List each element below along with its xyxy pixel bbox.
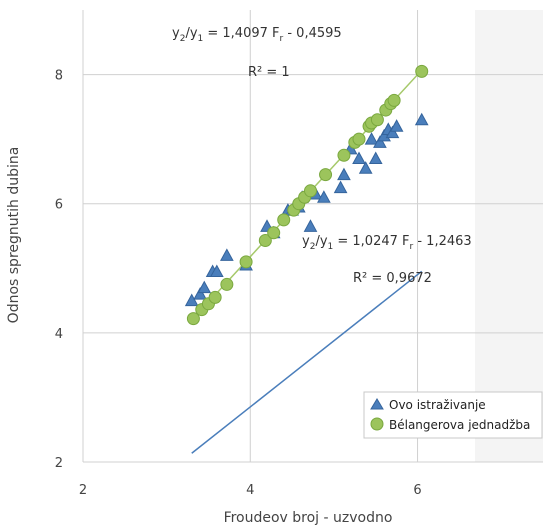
legend: Ovo istraživanje Bélangerova jednadžba bbox=[363, 391, 543, 439]
point-series-1-2 bbox=[197, 280, 212, 294]
r-squared-top: R² = 1 bbox=[248, 65, 290, 80]
point-series-1-26 bbox=[385, 125, 400, 139]
point-series-2-6 bbox=[258, 234, 272, 248]
equation-top: y2/y1 = 1,4097 Fr - 0,4595 bbox=[172, 26, 342, 44]
r-squared-bottom: R² = 0,9672 bbox=[353, 271, 432, 286]
point-series-1-20 bbox=[358, 161, 373, 174]
legend-label-series-1: Ovo istraživanje bbox=[389, 398, 486, 412]
point-series-1-22 bbox=[368, 151, 383, 165]
grid-lines bbox=[82, 10, 543, 463]
point-series-1-27 bbox=[389, 119, 404, 132]
legend-box bbox=[363, 391, 543, 439]
legend-circle-icon bbox=[370, 417, 384, 431]
point-series-2-19 bbox=[370, 113, 384, 127]
point-series-1-19 bbox=[352, 151, 366, 165]
point-series-2-13 bbox=[319, 168, 333, 182]
point-series-2-0 bbox=[186, 312, 200, 326]
point-series-1-5 bbox=[220, 248, 234, 261]
point-series-1-4 bbox=[209, 264, 224, 278]
legend-triangle-icon bbox=[370, 398, 384, 410]
equation-bottom: y2/y1 = 1,0247 Fr - 1,2463 bbox=[302, 234, 472, 252]
x-axis-title: Froudeov broj - uzvodno bbox=[224, 510, 393, 526]
point-series-1-1 bbox=[193, 287, 207, 300]
x-tick-label-1: 4 bbox=[246, 483, 254, 498]
point-series-2-14 bbox=[337, 148, 351, 162]
point-series-1-16 bbox=[333, 180, 348, 194]
y-tick-label-2: 6 bbox=[55, 198, 63, 213]
point-series-1-0 bbox=[184, 293, 199, 307]
point-series-2-22 bbox=[387, 93, 401, 107]
y-axis-title: Odnos spregnutih dubina bbox=[6, 147, 22, 324]
point-series-1-13 bbox=[303, 219, 318, 232]
y-tick-label-0: 2 bbox=[55, 456, 63, 471]
point-series-1-23 bbox=[373, 135, 387, 148]
trendline-series-1 bbox=[191, 270, 423, 454]
point-series-1-21 bbox=[364, 132, 379, 145]
point-series-2-7 bbox=[267, 226, 281, 240]
legend-label-series-2: Bélangerova jednadžba bbox=[389, 418, 530, 432]
tick-labels: 2 4 6 2 4 6 8 bbox=[55, 69, 422, 498]
x-tick-label-2: 6 bbox=[413, 483, 421, 498]
point-series-1-15 bbox=[317, 190, 331, 203]
point-series-2-5 bbox=[239, 255, 253, 269]
point-series-2-12 bbox=[303, 184, 317, 198]
point-series-2-4 bbox=[220, 277, 234, 291]
point-series-1-28 bbox=[414, 112, 429, 126]
point-series-2-16 bbox=[352, 132, 366, 146]
x-tick-label-0: 2 bbox=[79, 483, 87, 498]
point-series-2-23 bbox=[415, 64, 429, 78]
y-tick-label-1: 4 bbox=[55, 327, 63, 342]
point-series-2-8 bbox=[277, 213, 291, 227]
point-series-1-17 bbox=[337, 167, 351, 181]
data-points bbox=[184, 64, 429, 326]
y-tick-label-3: 8 bbox=[55, 69, 63, 84]
point-series-2-3 bbox=[208, 290, 222, 304]
